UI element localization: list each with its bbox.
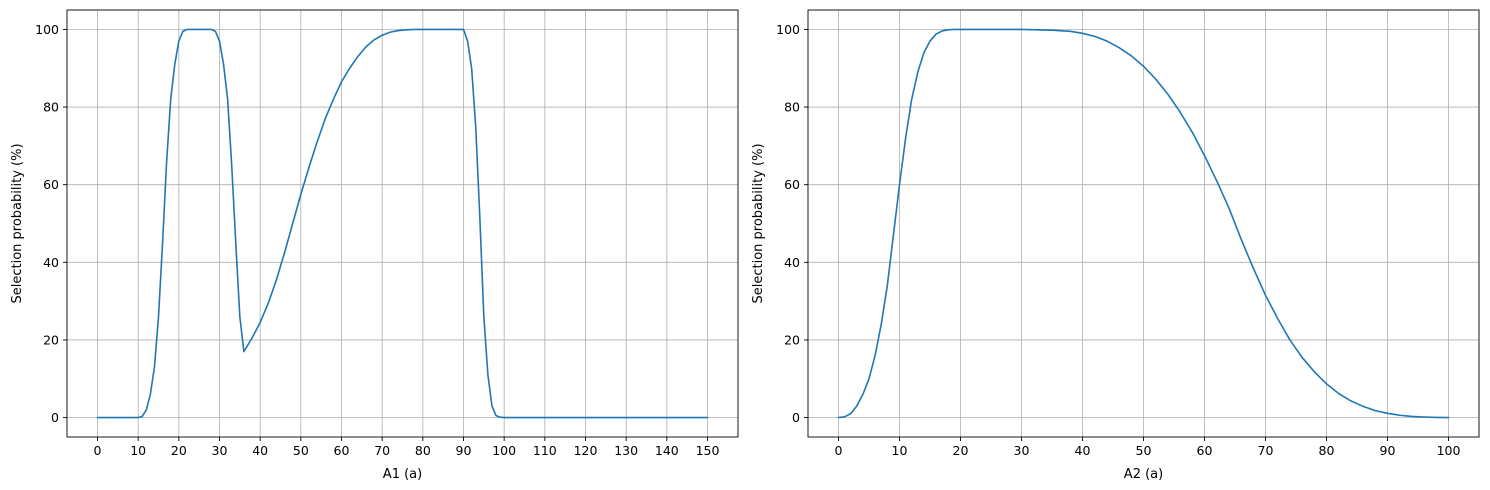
chart1-x-tick-label: 120 [574, 443, 598, 458]
chart2-x-tick-label: 20 [953, 443, 969, 458]
chart1-x-tick-label: 70 [374, 443, 390, 458]
chart1-y-tick-label: 100 [35, 22, 59, 37]
chart1-x-tick-label: 0 [94, 443, 102, 458]
chart1-plot: 0 10 20 30 40 50 60 70 80 90 100 110 120 130 140 150 0 20… [10, 9, 739, 482]
chart1-y-tick-label: 80 [43, 100, 59, 115]
chart1-x-tick-label: 150 [696, 443, 720, 458]
chart2-y-tick-label: 60 [784, 177, 800, 192]
chart2-x-tick-label: 100 [1437, 443, 1461, 458]
chart1-x-tick-label: 30 [212, 443, 228, 458]
chart1-y-tick-label: 60 [43, 177, 59, 192]
chart1-x-tick-label: 60 [334, 443, 350, 458]
chart1-x-tick-label: 110 [533, 443, 557, 458]
chart1-x-tick-label: 130 [614, 443, 638, 458]
chart1-y-axis-label: Selection probability (%) [10, 143, 25, 303]
chart2-x-tick-label: 80 [1319, 443, 1335, 458]
chart2-y-tick-label: 0 [792, 410, 800, 425]
chart2-y-tick-label: 80 [784, 100, 800, 115]
chart1-x-axis-label: A1 (a) [383, 467, 422, 482]
chart2-y-tick-label: 40 [784, 255, 800, 270]
chart1-y-tick-label: 0 [51, 410, 59, 425]
chart1-y-tick-label: 20 [43, 332, 59, 347]
chart2-x-tick-label: 70 [1258, 443, 1274, 458]
chart1-x-tick-label: 50 [293, 443, 309, 458]
chart2-x-tick-label: 90 [1380, 443, 1396, 458]
chart1-x-tick-label: 40 [252, 443, 268, 458]
chart2-x-tick-label: 60 [1197, 443, 1213, 458]
chart1-x-tick-label: 80 [415, 443, 431, 458]
chart2-x-tick-label: 0 [835, 443, 843, 458]
chart1-y-tick-label: 40 [43, 255, 59, 270]
chart2-y-tick-label: 20 [784, 332, 800, 347]
chart2-x-tick-label: 30 [1014, 443, 1030, 458]
chart1-x-tick-label: 100 [492, 443, 516, 458]
chart2-series-line-1 [837, 28, 1450, 419]
chart2-x-axis-label: A2 (a) [1124, 467, 1163, 482]
chart1-series-line-1 [96, 28, 709, 419]
chart1-x-tick-label: 90 [456, 443, 472, 458]
chart1-axes-frame [66, 9, 739, 438]
chart2-x-tick-label: 50 [1136, 443, 1152, 458]
chart1-x-tick-label: 10 [130, 443, 146, 458]
chart2-plot: 0 10 20 30 40 50 60 70 80 90 100 0 20 40 60 80 100 A2 (a)… [751, 9, 1480, 482]
chart2-y-tick-label: 100 [776, 22, 800, 37]
chart2-x-tick-label: 10 [892, 443, 908, 458]
chart2-y-axis-label: Selection probability (%) [751, 143, 766, 303]
chart2-x-tick-label: 40 [1075, 443, 1091, 458]
chart1-x-tick-label: 140 [655, 443, 679, 458]
chart1-x-tick-label: 20 [171, 443, 187, 458]
